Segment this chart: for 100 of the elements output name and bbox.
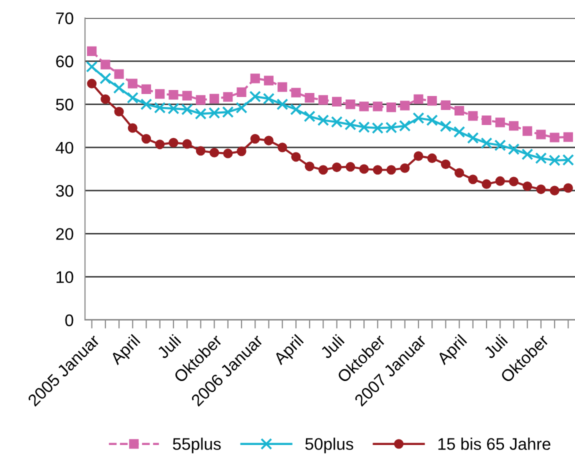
point xyxy=(114,69,124,79)
point xyxy=(154,102,166,114)
point xyxy=(140,98,152,110)
y-tick-label: 60 xyxy=(56,56,74,68)
point xyxy=(304,93,314,103)
point xyxy=(454,106,464,116)
point xyxy=(249,90,261,102)
legend-label: 50plus xyxy=(305,438,354,454)
point xyxy=(440,100,450,110)
point xyxy=(482,179,492,189)
point xyxy=(330,116,343,128)
point xyxy=(563,183,573,193)
point xyxy=(196,146,206,156)
point xyxy=(113,82,125,94)
point xyxy=(168,90,178,100)
point xyxy=(262,92,275,105)
point xyxy=(278,82,288,92)
point xyxy=(317,114,330,126)
y-tick-label: 10 xyxy=(56,271,74,284)
point xyxy=(100,72,112,84)
point xyxy=(480,137,492,149)
point xyxy=(346,99,356,110)
point xyxy=(550,186,560,196)
point xyxy=(414,151,424,161)
point xyxy=(372,102,382,112)
point xyxy=(522,181,532,192)
point xyxy=(453,126,466,138)
point xyxy=(536,184,546,194)
point xyxy=(264,136,274,146)
point xyxy=(454,168,464,178)
point xyxy=(400,100,410,110)
point xyxy=(291,152,301,162)
point xyxy=(535,152,547,164)
point xyxy=(86,60,98,73)
point xyxy=(522,148,534,160)
point xyxy=(87,78,97,88)
point xyxy=(563,132,573,142)
point xyxy=(427,96,437,106)
point xyxy=(182,90,192,100)
point xyxy=(236,146,246,156)
point xyxy=(494,139,506,152)
point xyxy=(344,118,356,130)
point xyxy=(400,163,410,173)
y-tick-label: 40 xyxy=(56,142,74,154)
y-tick-label: 30 xyxy=(56,184,74,197)
point xyxy=(168,102,180,114)
point xyxy=(495,176,505,186)
point xyxy=(223,148,233,158)
point xyxy=(426,114,438,126)
y-tick-label: 70 xyxy=(56,12,74,24)
point xyxy=(222,106,234,118)
point xyxy=(141,134,152,144)
point xyxy=(414,94,424,104)
point xyxy=(386,102,396,112)
point xyxy=(128,78,138,88)
point xyxy=(359,102,369,112)
point xyxy=(508,121,519,131)
point xyxy=(194,108,207,120)
point xyxy=(250,134,260,144)
point xyxy=(181,104,193,116)
point xyxy=(141,84,152,94)
point xyxy=(358,121,370,133)
legend-label: 15 bis 65 Jahre xyxy=(438,438,550,450)
point xyxy=(291,88,301,98)
point xyxy=(128,123,138,133)
point xyxy=(304,110,316,122)
y-tick-label: 20 xyxy=(56,228,74,240)
point xyxy=(468,111,478,121)
point xyxy=(318,95,328,105)
point xyxy=(399,120,411,132)
point xyxy=(278,142,288,152)
point xyxy=(508,143,520,155)
point xyxy=(508,176,519,186)
point xyxy=(210,148,220,158)
point xyxy=(440,120,452,132)
point xyxy=(223,92,233,102)
y-tick-label: 50 xyxy=(56,98,74,110)
point xyxy=(264,76,274,86)
point xyxy=(386,165,396,175)
point xyxy=(250,74,260,84)
point xyxy=(522,126,532,136)
point xyxy=(290,104,302,116)
legend-label: 55plus xyxy=(172,438,221,454)
point xyxy=(210,94,220,104)
point xyxy=(495,118,505,128)
point xyxy=(126,92,138,104)
point xyxy=(427,153,437,164)
point xyxy=(100,60,110,70)
point xyxy=(196,95,206,105)
point xyxy=(536,130,546,140)
point xyxy=(332,96,342,106)
point xyxy=(372,165,382,175)
point xyxy=(468,174,478,184)
point xyxy=(304,162,314,172)
point xyxy=(87,46,97,56)
point xyxy=(182,139,192,149)
point xyxy=(440,159,450,170)
point xyxy=(100,94,110,104)
point xyxy=(114,106,124,116)
point xyxy=(412,112,424,124)
